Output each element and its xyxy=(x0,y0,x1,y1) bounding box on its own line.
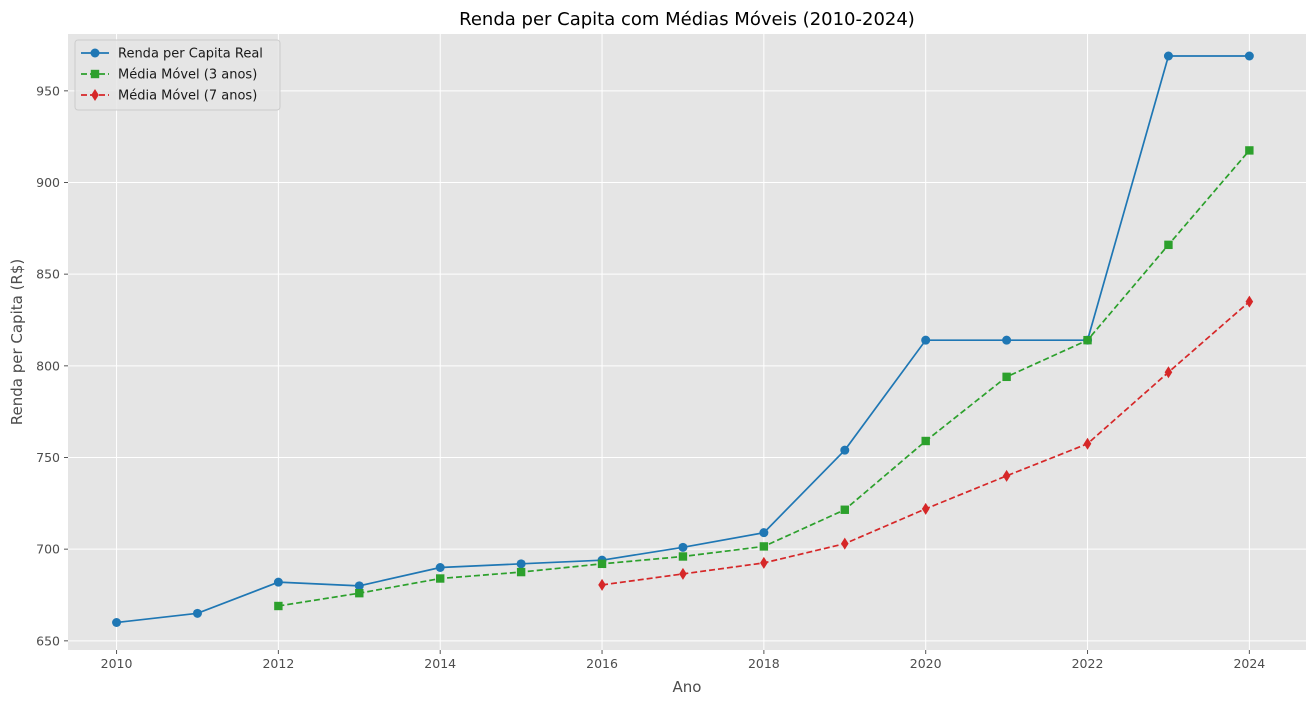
data-point xyxy=(436,574,445,583)
x-tick-label: 2014 xyxy=(424,656,456,671)
data-point xyxy=(1083,335,1092,345)
legend-label: Média Móvel (7 anos) xyxy=(118,89,257,104)
legend-box xyxy=(74,39,281,111)
data-point xyxy=(1244,51,1254,61)
x-tick-label: 2024 xyxy=(1233,656,1265,671)
data-point xyxy=(840,445,850,455)
data-point xyxy=(759,528,769,538)
y-tick-label: 850 xyxy=(36,267,60,282)
series-3 xyxy=(598,295,1254,591)
data-point xyxy=(840,505,849,514)
data-point xyxy=(597,559,607,569)
data-point xyxy=(921,335,931,345)
x-axis-label: Ano xyxy=(673,678,702,696)
data-point xyxy=(516,567,526,577)
x-tick-label: 2020 xyxy=(910,656,942,671)
legend-item: Média Móvel (3 anos) xyxy=(81,68,257,83)
x-tick-label: 2012 xyxy=(262,656,294,671)
y-tick-label: 800 xyxy=(36,358,60,373)
legend-item: Renda per Capita Real xyxy=(81,47,263,62)
y-tick-label: 900 xyxy=(36,175,60,190)
data-point xyxy=(354,581,364,591)
data-point xyxy=(435,563,445,572)
data-point xyxy=(1245,295,1254,308)
data-point xyxy=(355,588,364,598)
data-point xyxy=(921,502,930,515)
data-point xyxy=(1164,240,1173,250)
x-tick-label: 2018 xyxy=(748,656,780,671)
data-point xyxy=(598,578,606,591)
chart-title: Renda per Capita com Médias Móveis (2010… xyxy=(459,9,915,30)
y-tick-label: 700 xyxy=(36,542,60,557)
y-tick-label: 950 xyxy=(36,83,60,98)
legend-label: Renda per Capita Real xyxy=(118,47,263,62)
legend-marker xyxy=(90,69,100,79)
data-point xyxy=(840,537,849,550)
legend-marker xyxy=(91,89,99,101)
data-point xyxy=(678,552,688,561)
data-point xyxy=(192,608,202,618)
series-layer xyxy=(112,51,1254,627)
legend-label: Média Móvel (3 anos) xyxy=(118,68,257,83)
y-tick-label: 750 xyxy=(36,450,60,465)
data-point xyxy=(759,542,769,551)
data-point xyxy=(1002,335,1012,345)
legend: Renda per Capita Real Média Móvel (3 anos… xyxy=(74,39,281,111)
y-axis-label: Renda per Capita (R$) xyxy=(8,259,26,426)
x-tick-label: 2016 xyxy=(586,656,618,671)
data-point xyxy=(112,618,122,627)
y-tick-label: 650 xyxy=(36,633,60,648)
data-point xyxy=(1245,146,1254,155)
x-tick-label: 2022 xyxy=(1072,656,1104,671)
legend-marker xyxy=(90,48,100,58)
data-point xyxy=(678,542,688,552)
data-point xyxy=(1163,51,1173,61)
series-2 xyxy=(274,146,1254,611)
data-point xyxy=(921,436,930,446)
data-point xyxy=(1002,469,1011,482)
axis-ticks: 2010 2012 2014 2016 2018 2020 2022 2024 650 700 75… xyxy=(36,83,1265,671)
data-point xyxy=(679,567,687,580)
x-tick-label: 2010 xyxy=(101,656,133,671)
data-point xyxy=(274,601,283,611)
data-point xyxy=(516,559,526,569)
data-point xyxy=(760,556,768,569)
data-point xyxy=(273,577,283,587)
legend-item: Média Móvel (7 anos) xyxy=(81,89,257,104)
data-point xyxy=(1083,437,1092,450)
data-point xyxy=(1002,372,1011,382)
data-point xyxy=(1164,366,1173,379)
